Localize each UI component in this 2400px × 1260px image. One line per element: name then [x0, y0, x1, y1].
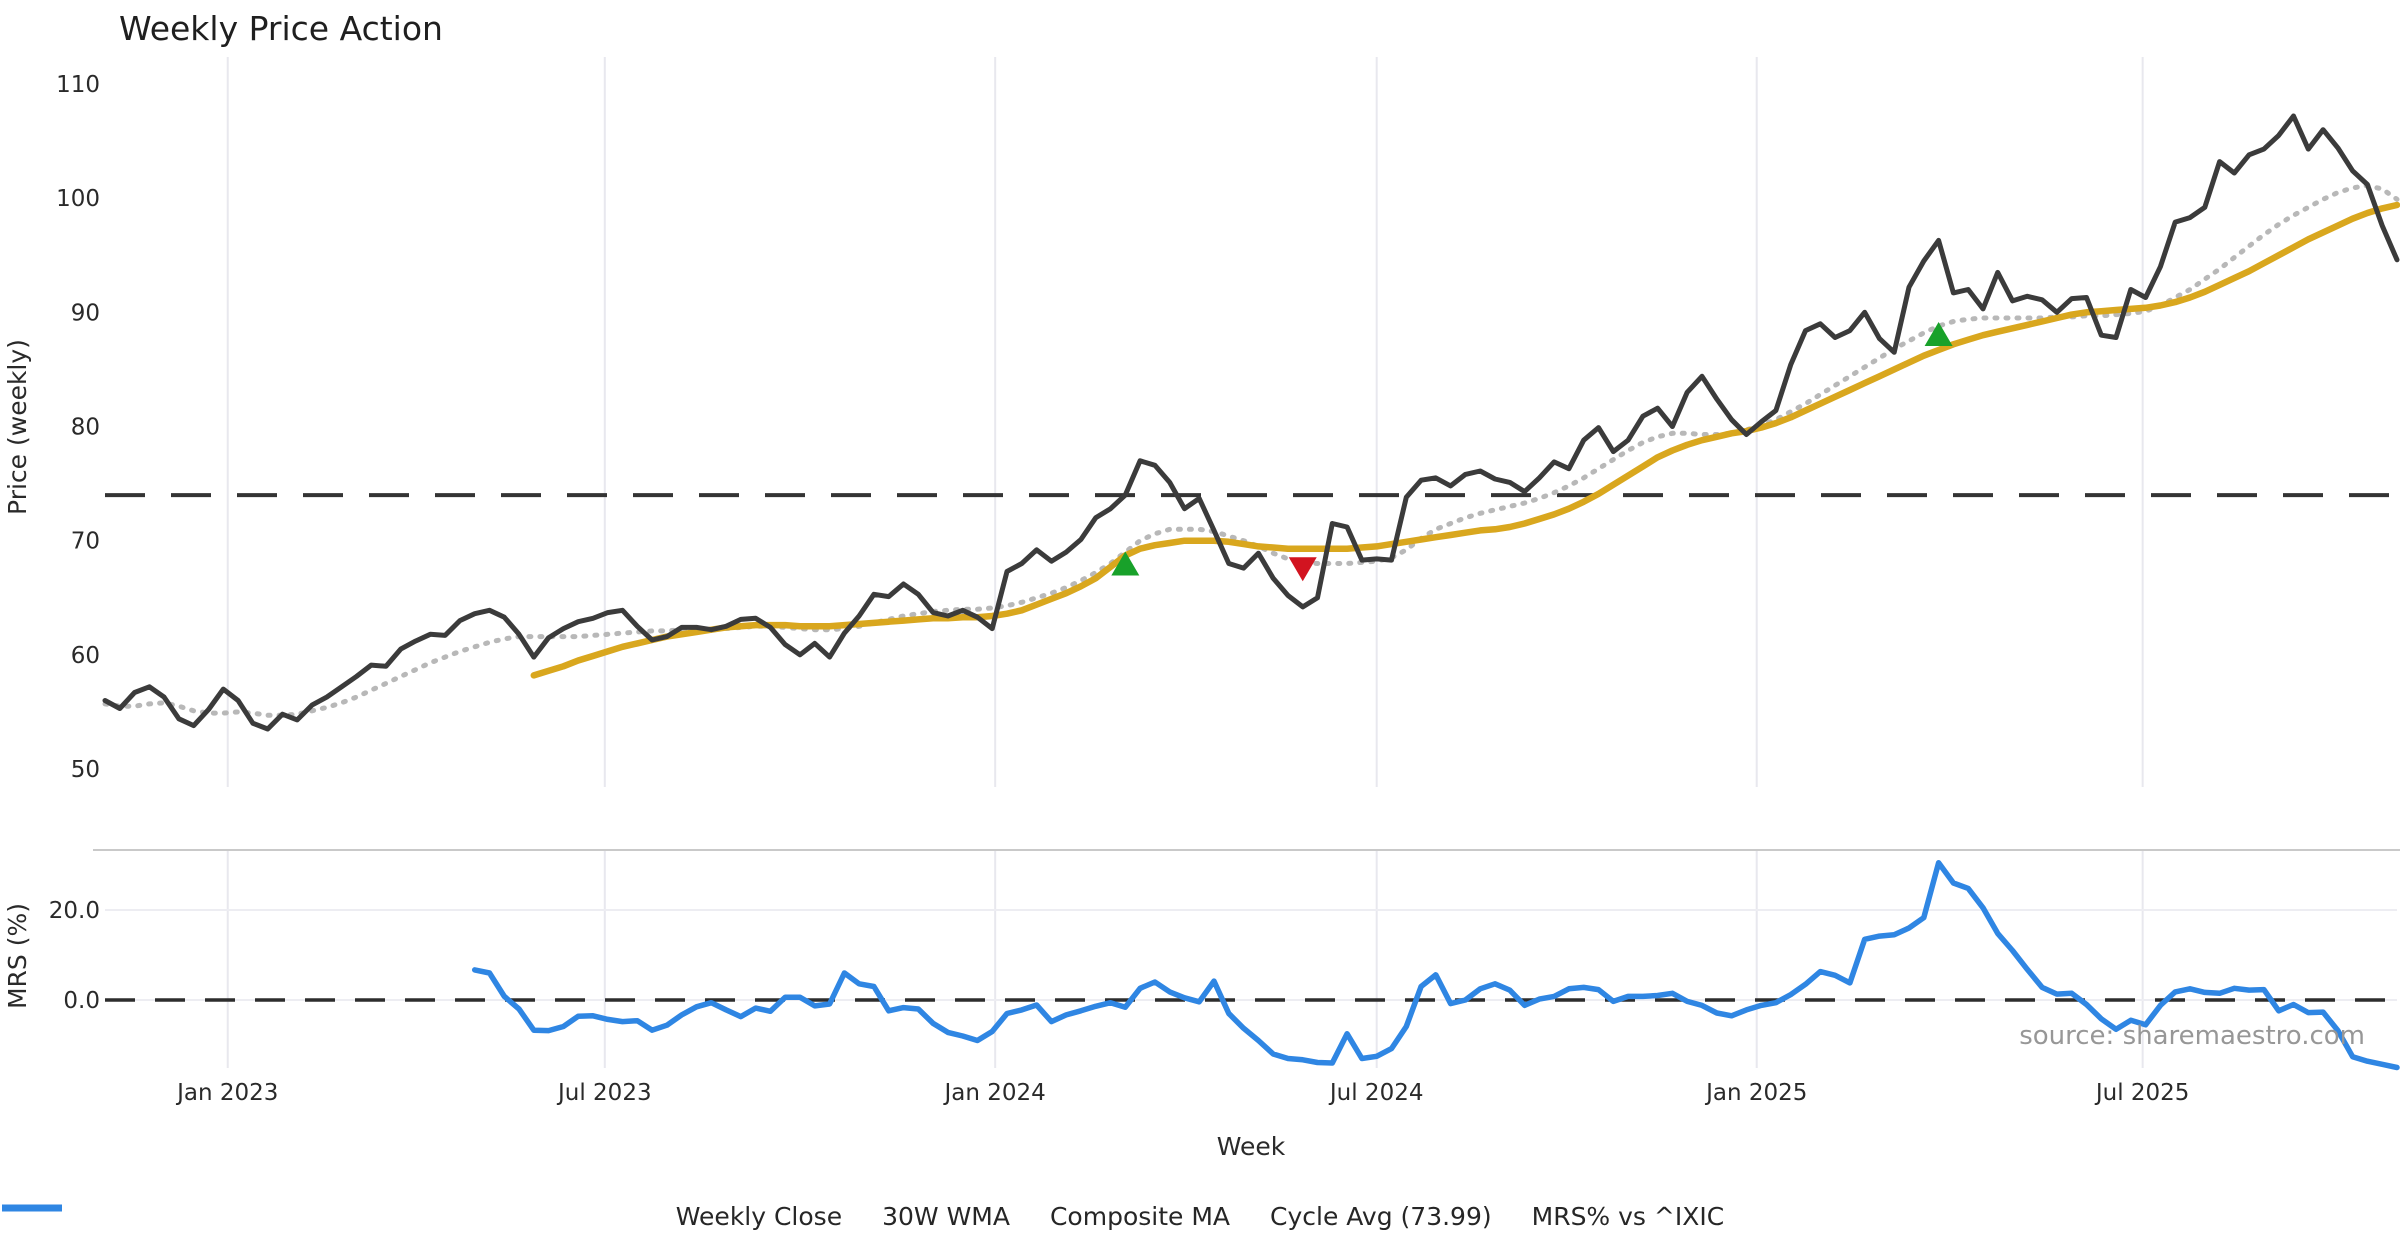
buy-signal-marker [1111, 551, 1140, 576]
gridlines-group [226, 57, 2144, 1068]
x-axis-label: Week [1217, 1132, 1286, 1161]
legend-label: MRS% vs ^IXIC [1531, 1202, 1725, 1231]
price-tick-label: 70 [71, 529, 100, 555]
legend-item: Weekly Close [2, 1202, 843, 1231]
x-tick-label: Jan 2024 [943, 1080, 1046, 1106]
price-tick-label: 80 [71, 415, 100, 441]
source-credit: source: sharemaestro.com [2019, 1021, 2365, 1051]
wma-line [530, 201, 2400, 679]
legend-item: 30W WMA [2, 1202, 1010, 1231]
tick-labels-group: Jan 2023 Jul 2023 Jan 2024 Jul 2024 Jan 2025… [49, 72, 2190, 1106]
price-tick-label: 50 [71, 757, 100, 783]
legend-item: Cycle Avg (73.99) [2, 1202, 1492, 1231]
composite-ma-line [102, 183, 2400, 718]
legend-label: Weekly Close [675, 1202, 843, 1231]
mrs-line [471, 860, 2400, 1071]
x-tick-label: Jul 2025 [2094, 1080, 2190, 1106]
mrs-axis-label: MRS (%) [3, 903, 32, 1009]
x-tick-label: Jan 2023 [175, 1080, 278, 1106]
legend-item: MRS% vs ^IXIC [2, 1202, 1725, 1231]
x-tick-label: Jul 2023 [556, 1080, 652, 1106]
price-tick-label: 110 [56, 72, 100, 98]
legend: Weekly Close 30W WMA Composite MA Cycle Avg… [0, 1202, 2400, 1231]
signal-markers-group [1111, 322, 1953, 582]
x-tick-label: Jul 2024 [1328, 1080, 1424, 1106]
mrs-series-group [471, 860, 2400, 1071]
mrs-tick-label: 0.0 [63, 988, 100, 1014]
weekly-close-line [102, 113, 2400, 732]
mrs-tick-label: 20.0 [49, 898, 100, 924]
price-series-group [102, 113, 2400, 732]
price-tick-label: 90 [71, 300, 100, 326]
legend-label: Composite MA [1049, 1202, 1231, 1231]
x-tick-label: Jan 2025 [1704, 1080, 1807, 1106]
price-axis-label: Price (weekly) [3, 339, 32, 515]
sell-signal-marker [1288, 557, 1317, 582]
legend-item: Composite MA [2, 1202, 1231, 1231]
legend-swatch-solid [2, 1204, 62, 1212]
price-tick-label: 60 [71, 643, 100, 669]
mrs-gridlines-group [105, 909, 2397, 1001]
price-tick-label: 100 [56, 186, 100, 212]
chart-title: Weekly Price Action [119, 9, 443, 48]
buy-signal-marker [1924, 322, 1953, 347]
legend-label: 30W WMA [882, 1202, 1010, 1231]
legend-label: Cycle Avg (73.99) [1270, 1202, 1492, 1231]
